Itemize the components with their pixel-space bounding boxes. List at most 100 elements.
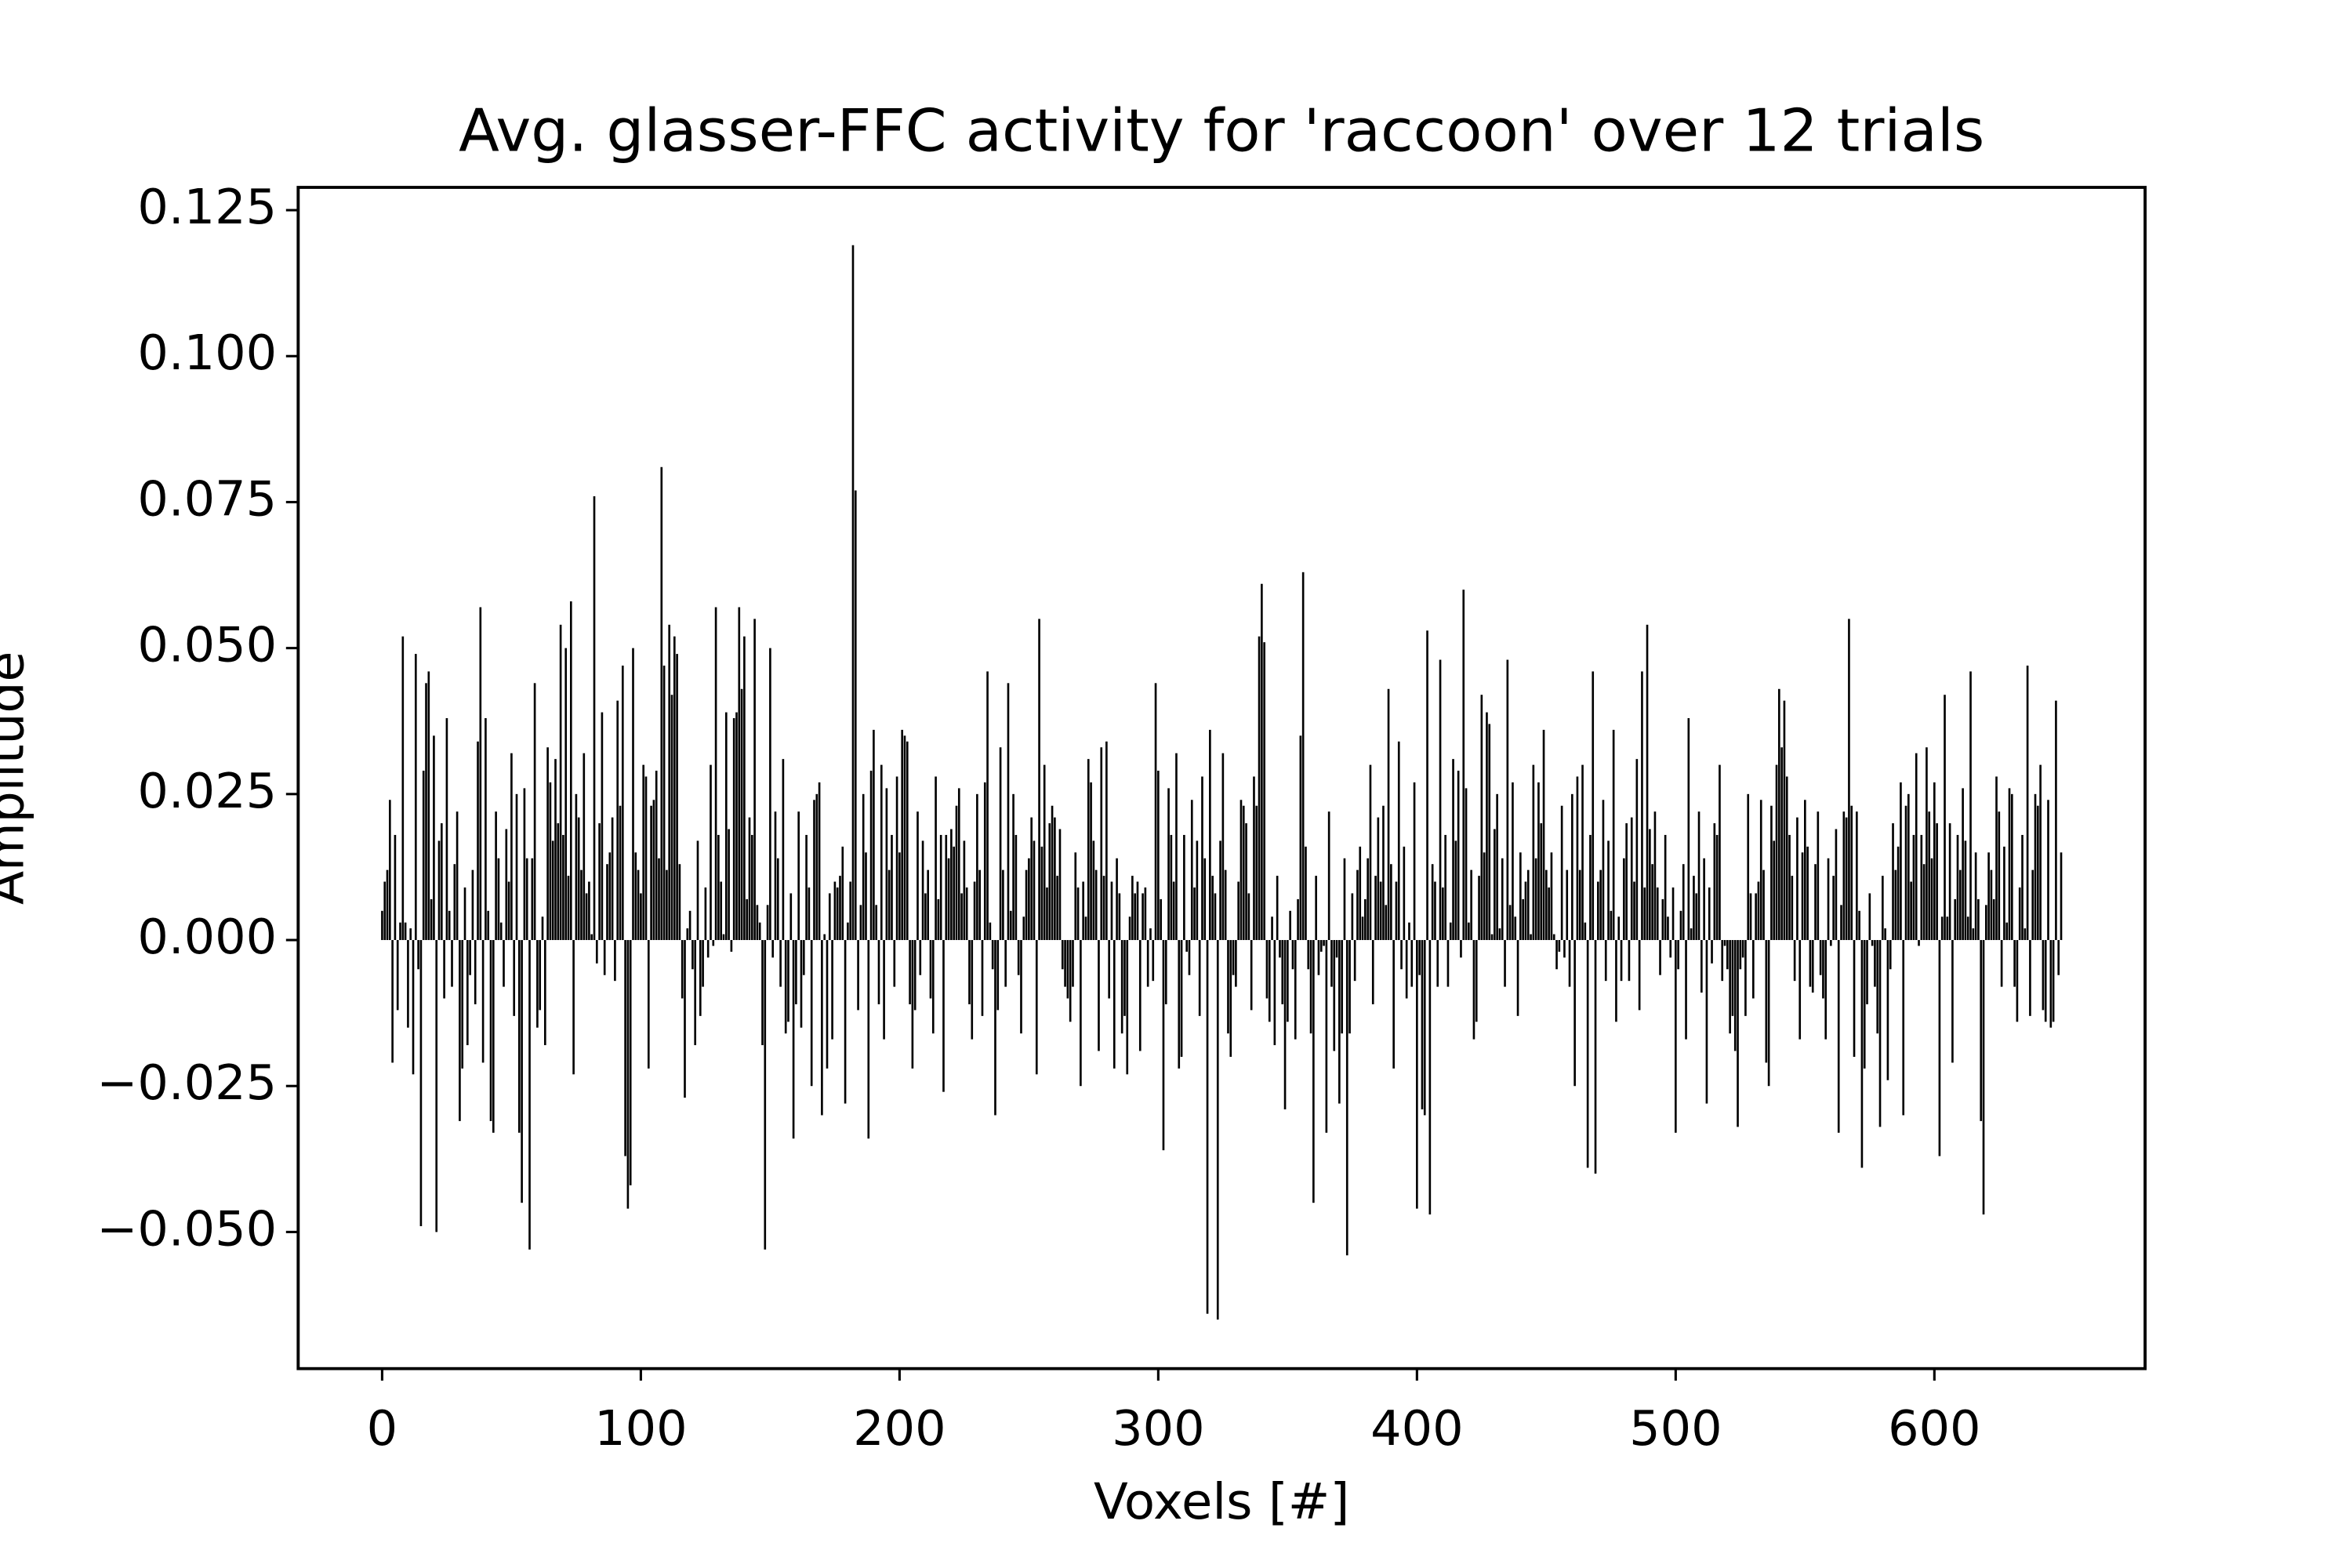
y-tick-label: −0.050 <box>96 1201 277 1257</box>
bar <box>854 490 857 941</box>
bar <box>810 940 813 1087</box>
bar <box>1679 910 1682 941</box>
bar <box>1723 940 1726 946</box>
bar <box>1345 940 1348 1256</box>
bar <box>859 905 862 941</box>
bar <box>877 940 880 1004</box>
bar <box>1573 940 1576 1087</box>
bar <box>978 869 981 941</box>
bar <box>2042 940 2045 1011</box>
bar <box>394 834 397 941</box>
bar <box>867 940 870 1139</box>
bar <box>1972 928 1975 941</box>
bar <box>1918 940 1920 946</box>
bar <box>1157 771 1160 941</box>
bar <box>1369 764 1372 941</box>
bar <box>1333 940 1336 1051</box>
bar <box>1232 940 1235 975</box>
bar <box>919 940 922 975</box>
bar <box>869 771 873 941</box>
bar <box>412 940 415 1075</box>
bar <box>536 940 539 1028</box>
bar <box>1110 881 1113 941</box>
bar <box>1578 869 1581 941</box>
bar <box>797 811 800 941</box>
bar <box>1051 805 1054 941</box>
bar <box>813 800 815 941</box>
bar <box>1928 811 1931 941</box>
bar <box>1755 893 1757 941</box>
bar <box>1196 840 1199 941</box>
bar <box>1990 869 1993 941</box>
bar <box>1392 940 1395 1069</box>
bar <box>678 864 681 941</box>
bar <box>670 695 673 941</box>
bar <box>1144 887 1147 941</box>
bar <box>1323 940 1325 946</box>
bar <box>1237 881 1240 941</box>
bar <box>1276 876 1279 941</box>
bar <box>1470 869 1472 941</box>
bar <box>1731 940 1734 1016</box>
bar <box>1206 940 1209 1314</box>
bar <box>1418 940 1421 975</box>
bar <box>756 905 759 941</box>
bar <box>1307 940 1310 970</box>
bar <box>1649 829 1651 941</box>
bar <box>1014 834 1018 941</box>
bar <box>983 782 986 941</box>
bar <box>575 793 578 941</box>
bar <box>1315 876 1317 941</box>
bar <box>2005 922 2009 941</box>
bar <box>487 910 490 941</box>
bar <box>608 852 612 941</box>
bar <box>2057 940 2060 975</box>
bar <box>1012 793 1014 941</box>
bar <box>1074 852 1077 941</box>
y-tick-label: 0.125 <box>137 179 277 234</box>
bar <box>743 636 746 941</box>
bar <box>466 940 469 1046</box>
bar <box>1711 940 1713 964</box>
bar <box>1007 683 1010 941</box>
bar <box>1167 788 1170 941</box>
bar <box>1496 793 1498 941</box>
bar <box>583 753 586 941</box>
bar <box>971 940 974 1040</box>
bar <box>1434 881 1436 941</box>
bar <box>593 495 596 941</box>
bar <box>543 940 546 1046</box>
bar <box>724 712 728 941</box>
bar <box>1486 712 1488 941</box>
bar <box>1377 817 1380 941</box>
bar <box>517 940 521 1133</box>
bar <box>481 940 485 1063</box>
bar <box>564 648 568 941</box>
x-tick-label: 600 <box>1888 1400 1980 1456</box>
bar <box>1822 940 1824 999</box>
bar <box>1780 747 1783 941</box>
bar <box>688 910 691 941</box>
bar <box>953 846 956 941</box>
bar <box>1185 940 1188 952</box>
bar <box>1203 858 1207 941</box>
bar <box>965 887 968 941</box>
bar <box>1118 893 1121 941</box>
bar <box>1566 869 1569 941</box>
bar <box>1524 881 1527 941</box>
bar <box>1519 852 1522 941</box>
bar <box>1211 876 1214 941</box>
bar <box>1108 940 1110 999</box>
bar <box>1612 729 1615 941</box>
bar <box>1977 898 1980 941</box>
bar <box>1361 916 1364 941</box>
bar <box>463 887 466 941</box>
bar <box>1146 940 1149 987</box>
bar <box>1255 805 1258 941</box>
bar <box>1035 940 1038 1075</box>
bar <box>1599 869 1602 941</box>
bar <box>805 834 808 941</box>
bar <box>1356 869 1359 941</box>
bar <box>634 852 637 941</box>
bar <box>1876 940 1879 1034</box>
